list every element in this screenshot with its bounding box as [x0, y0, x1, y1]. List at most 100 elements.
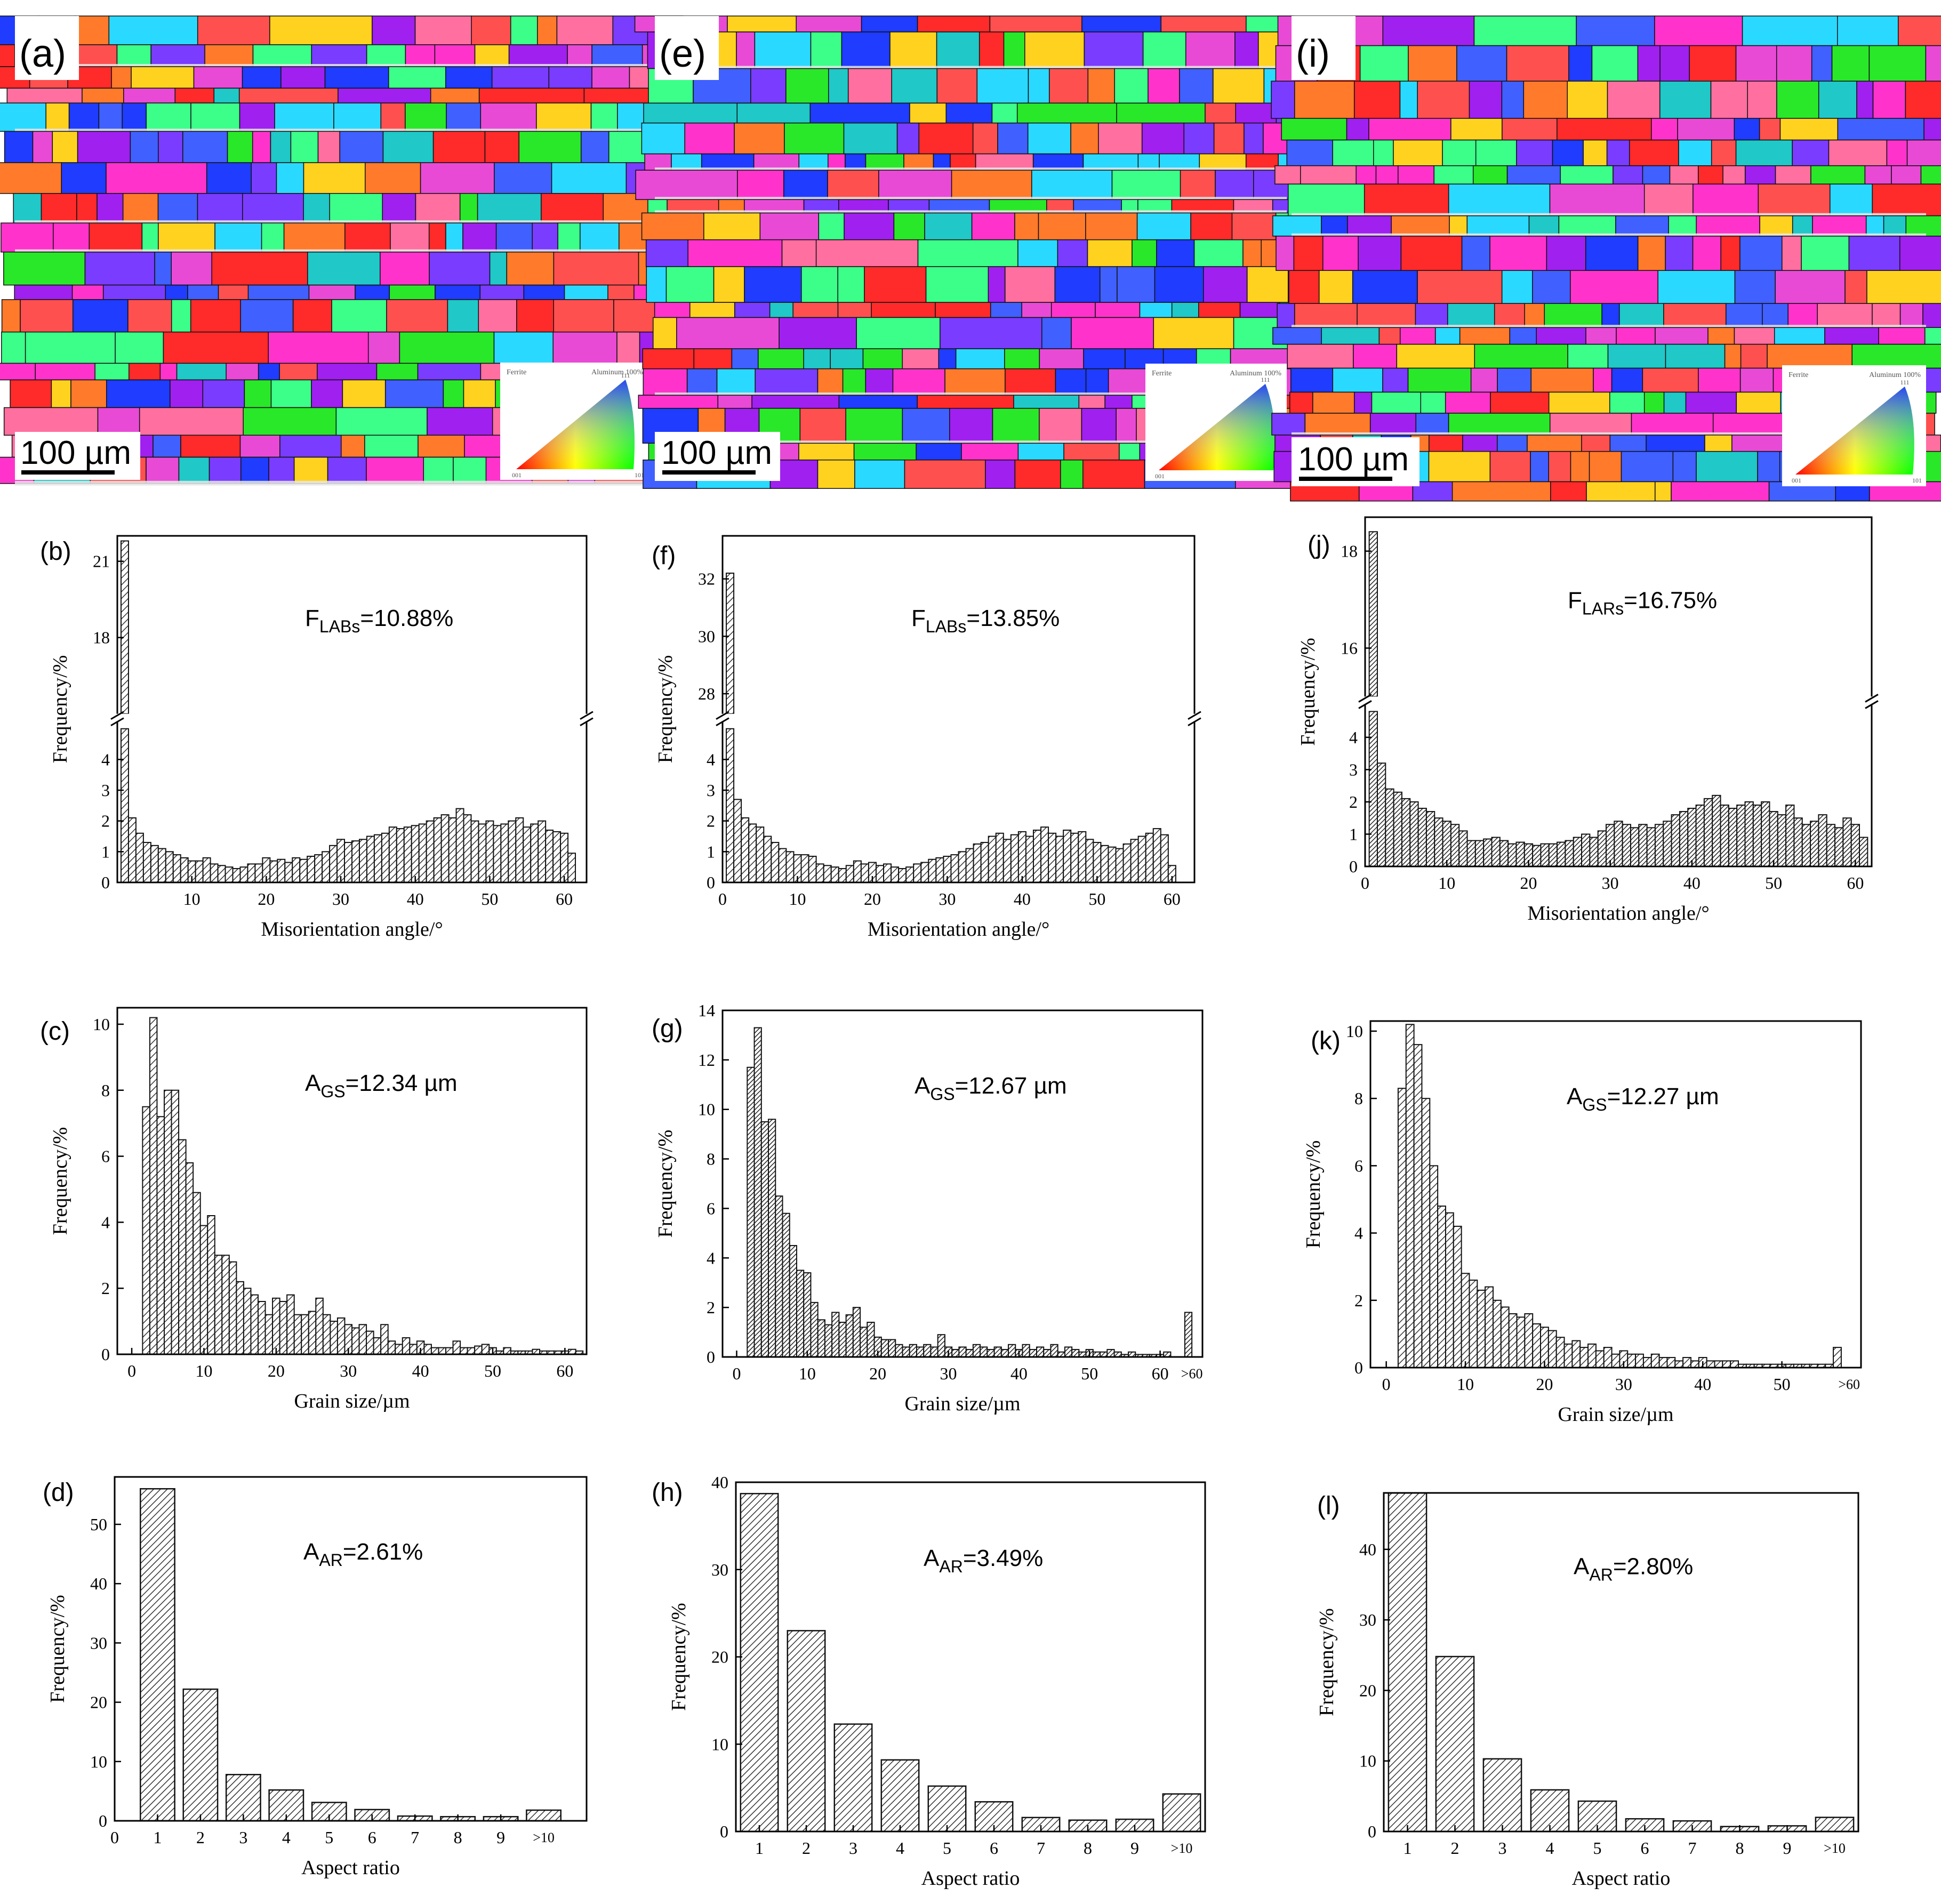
xtick-label-l-3: 3	[1498, 1838, 1507, 1858]
grain	[843, 122, 898, 155]
xtick-label-k-10: 10	[1457, 1375, 1474, 1394]
grain	[443, 379, 464, 408]
xtick-label-d-6: 6	[368, 1828, 376, 1847]
xtick-label-d-2: 2	[196, 1828, 205, 1847]
ytick-label-f-3: 3	[707, 781, 715, 800]
xtick-label-j-50: 50	[1765, 873, 1782, 893]
grain	[654, 302, 691, 318]
grain	[293, 456, 328, 484]
axis-break-mark-b-0b	[110, 717, 124, 727]
ytick-label-j-2: 2	[1349, 792, 1358, 812]
grain	[1665, 236, 1694, 271]
grain	[71, 284, 104, 300]
grain	[936, 68, 978, 104]
bar-f-53	[1122, 843, 1132, 883]
grain	[157, 193, 198, 223]
grain	[1353, 343, 1398, 369]
grain	[744, 266, 802, 303]
grain	[1271, 413, 1306, 436]
grain	[1745, 165, 1776, 184]
bars-j	[1368, 531, 1868, 867]
grain	[51, 379, 71, 408]
bar-c-16	[258, 1300, 266, 1355]
grain	[471, 15, 511, 45]
bar-j-16	[1499, 840, 1509, 867]
grain	[936, 31, 980, 69]
grain	[523, 284, 565, 300]
bar-g-23	[909, 1344, 917, 1357]
grain	[556, 15, 614, 45]
grain	[477, 193, 542, 223]
grain	[865, 368, 894, 396]
ipf-legend-e-corner-top: 111	[1261, 376, 1270, 383]
bar-b-22	[284, 862, 293, 883]
bar-f-28	[935, 857, 944, 883]
annotation-k: AGS=12.27 µm	[1567, 1083, 1719, 1114]
bar-f-14	[830, 866, 839, 883]
grain	[102, 284, 166, 300]
grain	[494, 162, 552, 194]
bar-k-40	[1714, 1360, 1723, 1369]
grain	[174, 87, 215, 103]
bar-k-42	[1730, 1360, 1739, 1369]
chart-b: (b) 10 20 30 40 50 60 0 1 2 3 4 18 21 Misorientation a…	[40, 535, 593, 941]
bar-g-30	[958, 1346, 967, 1357]
grain	[1294, 81, 1355, 119]
xtick-label-k-0: 0	[1382, 1375, 1391, 1394]
grain	[1898, 15, 1941, 46]
bar-g-9	[810, 1302, 819, 1358]
grain	[1070, 122, 1099, 155]
grain	[1132, 239, 1157, 267]
bar-f-50	[1100, 845, 1109, 883]
bar-g-25	[923, 1344, 932, 1357]
grain	[106, 162, 207, 194]
ytick-label-d-50: 50	[90, 1515, 107, 1534]
annotation-l-sub: AR	[1589, 1565, 1613, 1584]
grain	[489, 251, 507, 286]
grain	[1417, 81, 1470, 119]
chart-l: (l) 1 2 3 4 5 6 7 8 9 >10 0 10 20 30 40 Aspect ratio Freq…	[1316, 1492, 1859, 1890]
grain	[564, 284, 608, 300]
bar-k-22	[1571, 1340, 1581, 1369]
bar-j-43	[1720, 804, 1729, 867]
annotation-k-sub: GS	[1582, 1095, 1607, 1114]
grain	[428, 222, 446, 253]
grain	[1450, 118, 1503, 141]
grain	[1742, 15, 1838, 46]
grain	[1591, 45, 1639, 82]
grain	[792, 302, 839, 318]
grain	[1215, 170, 1254, 200]
bar-c-32	[373, 1337, 382, 1355]
xtick-label-b-10: 10	[183, 889, 200, 909]
grain	[925, 266, 989, 303]
bar-g-5	[782, 1212, 790, 1358]
bar-f-18	[860, 863, 869, 883]
bar-j-41	[1703, 798, 1713, 867]
bar-k-19	[1547, 1330, 1557, 1368]
grain	[506, 251, 555, 286]
bar-d-1	[140, 1488, 175, 1822]
annotation-j-main: F	[1568, 587, 1582, 613]
bar-g-42	[1043, 1349, 1052, 1358]
bar-b-36	[388, 826, 397, 883]
bar-k-21	[1563, 1343, 1573, 1368]
bar-j-54	[1810, 821, 1819, 867]
grain	[1758, 183, 1831, 216]
grain	[68, 102, 100, 132]
grain	[1154, 266, 1204, 303]
ytick-label-k-2: 2	[1354, 1291, 1363, 1310]
grain	[129, 363, 161, 381]
grain	[1665, 343, 1726, 369]
y-axis-label-g: Frequency/%	[654, 1130, 677, 1238]
grain	[916, 443, 962, 461]
ytick-label-f-0: 0	[707, 873, 715, 892]
grain	[541, 193, 604, 223]
grain	[218, 284, 249, 300]
grain	[1117, 266, 1156, 303]
grain	[1359, 45, 1409, 82]
grain	[1920, 165, 1941, 184]
grain	[1300, 165, 1357, 184]
grain	[154, 251, 172, 286]
xtick-label-j-40: 40	[1683, 873, 1701, 893]
grain	[1616, 327, 1656, 345]
